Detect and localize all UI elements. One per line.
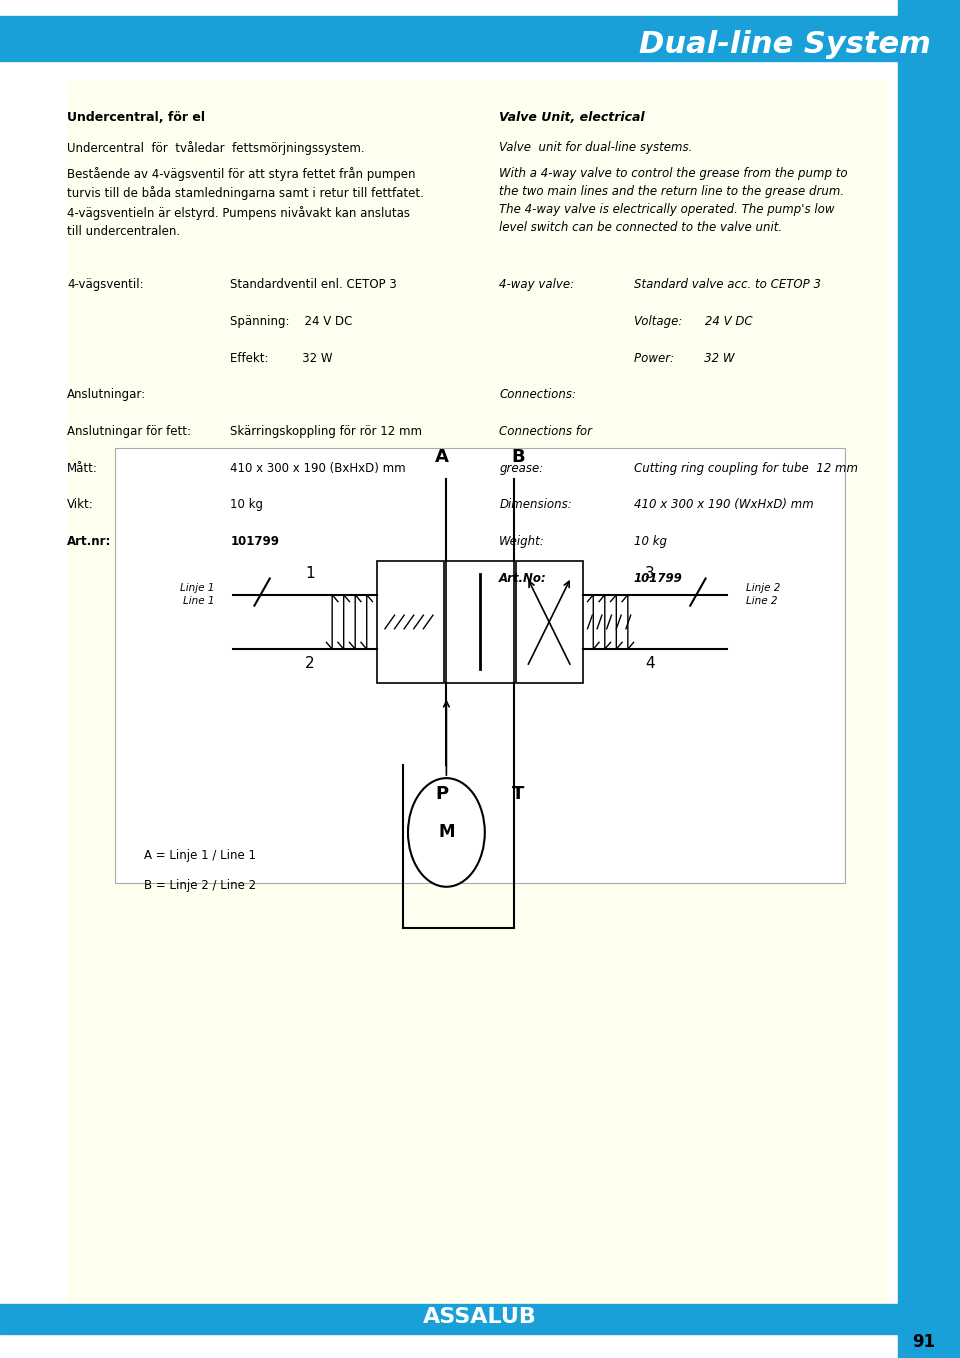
Text: 10 kg: 10 kg xyxy=(230,498,263,512)
Text: 4: 4 xyxy=(645,656,655,671)
Text: Standardventil enl. CETOP 3: Standardventil enl. CETOP 3 xyxy=(230,278,397,292)
Text: Skärringskoppling för rör 12 mm: Skärringskoppling för rör 12 mm xyxy=(230,425,422,439)
Text: Art.No:: Art.No: xyxy=(499,572,547,585)
Text: Vikt:: Vikt: xyxy=(67,498,94,512)
Text: Connections for: Connections for xyxy=(499,425,592,439)
Text: Cutting ring coupling for tube  12 mm: Cutting ring coupling for tube 12 mm xyxy=(634,462,857,475)
Text: 4-vägsventil:: 4-vägsventil: xyxy=(67,278,144,292)
Text: Connections:: Connections: xyxy=(499,388,576,402)
Text: Anslutningar för fett:: Anslutningar för fett: xyxy=(67,425,191,439)
Text: A: A xyxy=(435,448,448,466)
Text: Valve Unit, electrical: Valve Unit, electrical xyxy=(499,111,645,125)
Bar xyxy=(0,1304,960,1334)
Circle shape xyxy=(408,778,485,887)
Text: Anslutningar:: Anslutningar: xyxy=(67,388,146,402)
Text: Linje 2
Line 2: Linje 2 Line 2 xyxy=(746,583,780,607)
Text: 91: 91 xyxy=(912,1332,935,1351)
Text: Art.nr:: Art.nr: xyxy=(67,535,111,549)
Bar xyxy=(377,561,444,683)
Text: T: T xyxy=(513,785,524,803)
Text: 410 x 300 x 190 (WxHxD) mm: 410 x 300 x 190 (WxHxD) mm xyxy=(634,498,813,512)
Text: 3: 3 xyxy=(645,566,655,581)
Text: Mått:: Mått: xyxy=(67,462,98,475)
Text: Undercentral, för el: Undercentral, för el xyxy=(67,111,205,125)
Text: Valve  unit for dual-line systems.: Valve unit for dual-line systems. xyxy=(499,141,692,155)
Text: ASSALUB: ASSALUB xyxy=(423,1308,537,1327)
Text: Bestående av 4-vägsventil för att styra fettet från pumpen
turvis till de båda s: Bestående av 4-vägsventil för att styra … xyxy=(67,167,424,238)
Text: Dual-line System: Dual-line System xyxy=(639,30,931,60)
Text: grease:: grease: xyxy=(499,462,543,475)
Text: 101799: 101799 xyxy=(230,535,279,549)
Text: 10 kg: 10 kg xyxy=(634,535,666,549)
Text: 4-way valve:: 4-way valve: xyxy=(499,278,574,292)
Bar xyxy=(446,561,514,683)
Text: Voltage:      24 V DC: Voltage: 24 V DC xyxy=(634,315,753,329)
Text: M: M xyxy=(438,823,455,842)
Text: 410 x 300 x 190 (BxHxD) mm: 410 x 300 x 190 (BxHxD) mm xyxy=(230,462,406,475)
Text: Linje 1
Line 1: Linje 1 Line 1 xyxy=(180,583,214,607)
Text: B = Linje 2 / Line 2: B = Linje 2 / Line 2 xyxy=(144,879,256,892)
Bar xyxy=(0,27,960,61)
Text: With a 4-way valve to control the grease from the pump to
the two main lines and: With a 4-way valve to control the grease… xyxy=(499,167,848,234)
Text: Weight:: Weight: xyxy=(499,535,545,549)
Text: Standard valve acc. to CETOP 3: Standard valve acc. to CETOP 3 xyxy=(634,278,821,292)
Text: P: P xyxy=(435,785,448,803)
Text: A = Linje 1 / Line 1: A = Linje 1 / Line 1 xyxy=(144,849,256,862)
FancyBboxPatch shape xyxy=(67,81,888,1317)
Text: Effekt:         32 W: Effekt: 32 W xyxy=(230,352,333,365)
Text: 2: 2 xyxy=(305,656,315,671)
Bar xyxy=(898,0,960,1358)
Bar xyxy=(0,16,960,27)
Bar xyxy=(516,561,583,683)
FancyBboxPatch shape xyxy=(115,448,845,883)
Text: Power:        32 W: Power: 32 W xyxy=(634,352,734,365)
Text: Undercentral  för  tvåledar  fettsmörjningssystem.: Undercentral för tvåledar fettsmörjnings… xyxy=(67,141,365,155)
Text: 1: 1 xyxy=(305,566,315,581)
Text: Spänning:    24 V DC: Spänning: 24 V DC xyxy=(230,315,352,329)
Text: B: B xyxy=(512,448,525,466)
Text: Dimensions:: Dimensions: xyxy=(499,498,572,512)
Text: 101799: 101799 xyxy=(634,572,683,585)
